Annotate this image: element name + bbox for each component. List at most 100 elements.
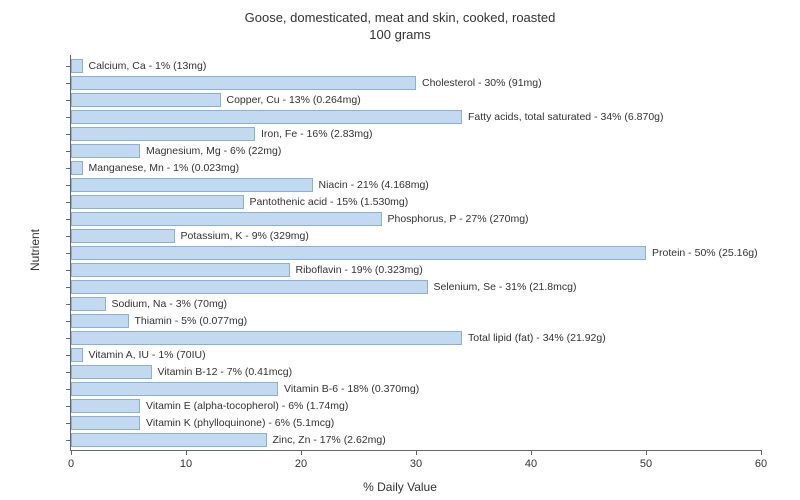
bar-row: Vitamin E (alpha-tocopherol) - 6% (1.74m… <box>71 399 761 413</box>
bar-label: Potassium, K - 9% (329mg) <box>177 229 309 243</box>
nutrient-bar <box>71 195 244 209</box>
x-tick <box>646 450 647 455</box>
y-tick <box>66 304 71 305</box>
nutrient-bar <box>71 263 290 277</box>
y-tick <box>66 270 71 271</box>
bar-row: Fatty acids, total saturated - 34% (6.87… <box>71 110 761 124</box>
nutrient-bar <box>71 331 462 345</box>
bar-label: Vitamin E (alpha-tocopherol) - 6% (1.74m… <box>142 399 348 413</box>
x-tick <box>186 450 187 455</box>
bar-label: Copper, Cu - 13% (0.264mg) <box>223 93 361 107</box>
chart-title-line2: 100 grams <box>369 27 430 42</box>
y-tick <box>66 185 71 186</box>
y-tick <box>66 117 71 118</box>
bar-label: Vitamin B-6 - 18% (0.370mg) <box>280 382 419 396</box>
bar-row: Selenium, Se - 31% (21.8mcg) <box>71 280 761 294</box>
bar-label: Cholesterol - 30% (91mg) <box>418 76 542 90</box>
x-tick-label: 40 <box>525 458 537 470</box>
bar-row: Thiamin - 5% (0.077mg) <box>71 314 761 328</box>
x-tick <box>761 450 762 455</box>
y-tick <box>66 321 71 322</box>
nutrient-bar <box>71 399 140 413</box>
nutrient-bar <box>71 229 175 243</box>
nutrient-bar <box>71 280 428 294</box>
y-axis-label: Nutrient <box>28 229 42 271</box>
y-tick <box>66 202 71 203</box>
bar-label: Vitamin B-12 - 7% (0.41mcg) <box>154 365 293 379</box>
nutrient-bar <box>71 382 278 396</box>
bar-label: Manganese, Mn - 1% (0.023mg) <box>85 161 240 175</box>
bar-label: Total lipid (fat) - 34% (21.92g) <box>464 331 606 345</box>
bar-row: Total lipid (fat) - 34% (21.92g) <box>71 331 761 345</box>
y-tick <box>66 134 71 135</box>
y-tick <box>66 389 71 390</box>
bar-row: Pantothenic acid - 15% (1.530mg) <box>71 195 761 209</box>
bar-label: Selenium, Se - 31% (21.8mcg) <box>430 280 577 294</box>
nutrient-bar <box>71 76 416 90</box>
x-tick-label: 60 <box>755 458 767 470</box>
bar-label: Sodium, Na - 3% (70mg) <box>108 297 228 311</box>
y-tick <box>66 406 71 407</box>
nutrient-bar <box>71 365 152 379</box>
nutrient-bar <box>71 178 313 192</box>
bar-row: Vitamin K (phylloquinone) - 6% (5.1mcg) <box>71 416 761 430</box>
bar-row: Cholesterol - 30% (91mg) <box>71 76 761 90</box>
bar-label: Zinc, Zn - 17% (2.62mg) <box>269 433 386 447</box>
bar-label: Magnesium, Mg - 6% (22mg) <box>142 144 281 158</box>
bar-row: Manganese, Mn - 1% (0.023mg) <box>71 161 761 175</box>
bar-row: Vitamin B-6 - 18% (0.370mg) <box>71 382 761 396</box>
nutrient-bar <box>71 314 129 328</box>
y-tick <box>66 355 71 356</box>
bar-label: Niacin - 21% (4.168mg) <box>315 178 429 192</box>
bar-row: Iron, Fe - 16% (2.83mg) <box>71 127 761 141</box>
y-tick <box>66 423 71 424</box>
x-tick-label: 0 <box>68 458 74 470</box>
y-tick <box>66 372 71 373</box>
bar-label: Thiamin - 5% (0.077mg) <box>131 314 248 328</box>
nutrient-chart: Goose, domesticated, meat and skin, cook… <box>0 0 800 500</box>
nutrient-bar <box>71 212 382 226</box>
bar-row: Phosphorus, P - 27% (270mg) <box>71 212 761 226</box>
x-tick <box>531 450 532 455</box>
bar-row: Vitamin B-12 - 7% (0.41mcg) <box>71 365 761 379</box>
nutrient-bar <box>71 433 267 447</box>
y-tick <box>66 219 71 220</box>
bar-row: Sodium, Na - 3% (70mg) <box>71 297 761 311</box>
plot-area: Calcium, Ca - 1% (13mg) Cholesterol - 30%… <box>70 55 761 451</box>
bar-row: Calcium, Ca - 1% (13mg) <box>71 59 761 73</box>
y-tick <box>66 253 71 254</box>
x-tick <box>416 450 417 455</box>
bar-row: Riboflavin - 19% (0.323mg) <box>71 263 761 277</box>
bar-label: Riboflavin - 19% (0.323mg) <box>292 263 423 277</box>
bar-row: Vitamin A, IU - 1% (70IU) <box>71 348 761 362</box>
chart-title: Goose, domesticated, meat and skin, cook… <box>0 0 800 44</box>
nutrient-bar <box>71 161 83 175</box>
y-tick <box>66 66 71 67</box>
x-tick-label: 50 <box>640 458 652 470</box>
bar-label: Calcium, Ca - 1% (13mg) <box>85 59 207 73</box>
y-tick <box>66 287 71 288</box>
bar-row: Potassium, K - 9% (329mg) <box>71 229 761 243</box>
bar-row: Niacin - 21% (4.168mg) <box>71 178 761 192</box>
bar-label: Phosphorus, P - 27% (270mg) <box>384 212 529 226</box>
nutrient-bar <box>71 127 255 141</box>
chart-title-line1: Goose, domesticated, meat and skin, cook… <box>245 10 556 25</box>
nutrient-bar <box>71 297 106 311</box>
y-tick <box>66 100 71 101</box>
bar-label: Vitamin A, IU - 1% (70IU) <box>85 348 206 362</box>
x-tick-label: 20 <box>295 458 307 470</box>
y-tick <box>66 440 71 441</box>
nutrient-bar <box>71 416 140 430</box>
bar-row: Copper, Cu - 13% (0.264mg) <box>71 93 761 107</box>
bar-label: Pantothenic acid - 15% (1.530mg) <box>246 195 409 209</box>
y-tick <box>66 236 71 237</box>
x-tick-label: 30 <box>410 458 422 470</box>
nutrient-bar <box>71 59 83 73</box>
x-tick-label: 10 <box>180 458 192 470</box>
bar-label: Fatty acids, total saturated - 34% (6.87… <box>464 110 664 124</box>
x-tick <box>71 450 72 455</box>
bar-label: Vitamin K (phylloquinone) - 6% (5.1mcg) <box>142 416 334 430</box>
x-tick <box>301 450 302 455</box>
nutrient-bar <box>71 246 646 260</box>
nutrient-bar <box>71 93 221 107</box>
